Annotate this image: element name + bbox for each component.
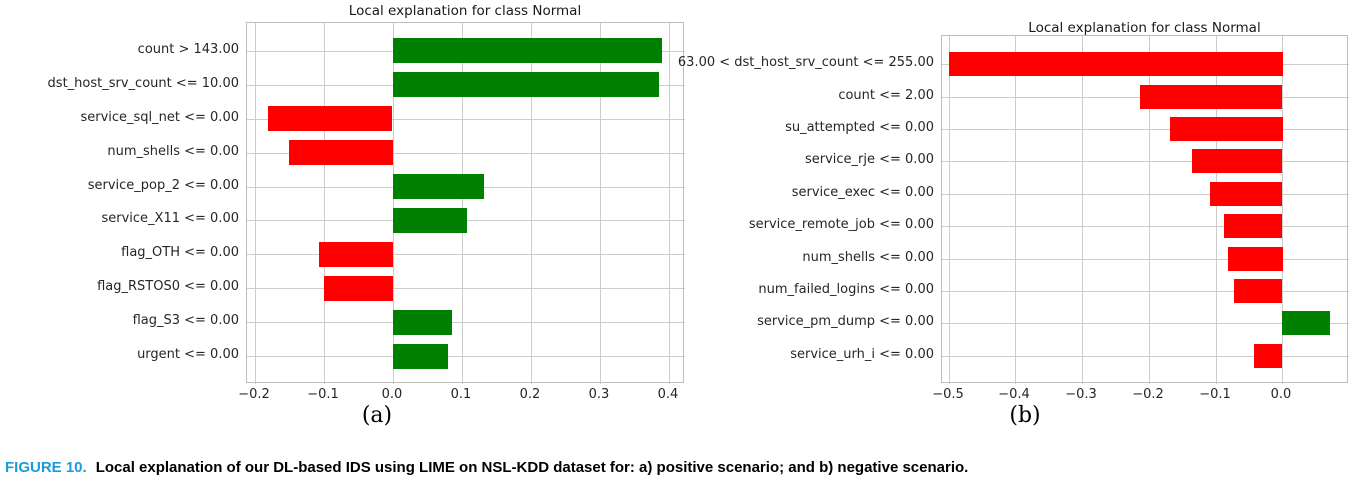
subplot-label-a: (a)	[361, 403, 393, 428]
x-gridline	[1282, 36, 1283, 384]
chart-a-plot-area	[246, 22, 685, 384]
bar-a-2	[268, 106, 392, 131]
y-axis-label: service_sql_net <= 0.00	[80, 110, 239, 125]
y-gridline	[942, 226, 1349, 227]
y-gridline	[247, 119, 685, 120]
x-tick-label: 0.0	[1270, 387, 1292, 402]
bar-a-8	[393, 310, 452, 335]
bar-a-9	[393, 344, 448, 369]
x-tick-label: −0.2	[1132, 387, 1164, 402]
bar-b-3	[1192, 149, 1282, 173]
x-gridline	[949, 36, 950, 384]
y-axis-label: service_urh_i <= 0.00	[790, 347, 934, 362]
y-gridline	[247, 254, 685, 255]
y-gridline	[942, 161, 1349, 162]
figure-caption-label: FIGURE 10.	[5, 459, 87, 476]
y-axis-label: num_failed_logins <= 0.00	[758, 282, 934, 297]
chart-b-title: Local explanation for class Normal	[1028, 20, 1261, 36]
bar-a-3	[289, 140, 393, 165]
y-axis-label: service_X11 <= 0.00	[101, 211, 239, 226]
y-gridline	[942, 356, 1349, 357]
x-tick-label: 0.2	[519, 387, 541, 402]
x-tick-label: −0.3	[1065, 387, 1097, 402]
x-gridline	[1015, 36, 1016, 384]
bar-a-1	[393, 72, 659, 97]
x-gridline	[1216, 36, 1217, 384]
y-axis-label: service_rje <= 0.00	[804, 152, 934, 167]
y-gridline	[942, 291, 1349, 292]
y-gridline	[247, 153, 685, 154]
bar-a-5	[393, 208, 467, 233]
y-axis-label: flag_OTH <= 0.00	[121, 245, 239, 260]
y-axis-label: service_exec <= 0.00	[791, 185, 934, 200]
x-tick-label: 0.3	[588, 387, 610, 402]
bar-b-5	[1224, 214, 1282, 238]
x-gridline	[393, 23, 394, 384]
bar-a-4	[393, 174, 484, 199]
y-axis-label: num_shells <= 0.00	[107, 144, 239, 159]
x-tick-label: −0.4	[998, 387, 1030, 402]
x-gridline	[531, 23, 532, 384]
y-axis-label: count > 143.00	[137, 42, 239, 57]
y-axis-label: urgent <= 0.00	[137, 347, 239, 362]
x-tick-label: −0.2	[238, 387, 270, 402]
x-tick-label: −0.1	[1199, 387, 1231, 402]
x-gridline	[600, 23, 601, 384]
figure-caption: FIGURE 10. Local explanation of our DL-ba…	[5, 459, 1345, 478]
x-tick-label: 0.1	[450, 387, 472, 402]
y-gridline	[942, 323, 1349, 324]
bar-b-9	[1254, 344, 1282, 368]
bar-a-6	[319, 242, 393, 267]
y-axis-label: service_pm_dump <= 0.00	[757, 314, 934, 329]
x-gridline	[1082, 36, 1083, 384]
bar-b-7	[1234, 279, 1282, 303]
subplot-label-b: (b)	[1009, 403, 1041, 428]
x-tick-label: 0.0	[381, 387, 403, 402]
chart-a-title: Local explanation for class Normal	[348, 3, 582, 19]
y-axis-label: service_remote_job <= 0.00	[748, 217, 934, 232]
y-axis-label: service_pop_2 <= 0.00	[87, 178, 239, 193]
y-axis-label: su_attempted <= 0.00	[785, 120, 934, 135]
bar-b-6	[1228, 247, 1283, 271]
y-axis-label: num_shells <= 0.00	[802, 250, 934, 265]
y-gridline	[247, 288, 685, 289]
y-axis-label: count <= 2.00	[838, 88, 934, 103]
x-gridline	[324, 23, 325, 384]
x-tick-label: 0.4	[657, 387, 679, 402]
bar-a-7	[324, 276, 393, 301]
y-axis-label: dst_host_srv_count <= 10.00	[47, 76, 239, 91]
figure-caption-text: Local explanation of our DL-based IDS us…	[95, 459, 969, 476]
x-gridline	[1149, 36, 1150, 384]
bar-b-2	[1170, 117, 1283, 141]
chart-b-plot-area	[941, 35, 1349, 384]
x-tick-label: −0.5	[932, 387, 964, 402]
y-gridline	[942, 259, 1349, 260]
x-gridline	[255, 23, 256, 384]
y-axis-label: flag_S3 <= 0.00	[132, 313, 239, 328]
y-gridline	[942, 194, 1349, 195]
bar-b-0	[949, 52, 1283, 76]
x-gridline	[462, 23, 463, 384]
y-axis-label: 63.00 < dst_host_srv_count <= 255.00	[677, 55, 934, 70]
bar-b-1	[1140, 85, 1282, 109]
bar-b-8	[1282, 311, 1330, 335]
y-axis-label: flag_RSTOS0 <= 0.00	[97, 279, 239, 294]
x-gridline	[669, 23, 670, 384]
y-gridline	[942, 129, 1349, 130]
bar-a-0	[393, 38, 662, 63]
y-gridline	[247, 322, 685, 323]
y-gridline	[247, 356, 685, 357]
bar-b-4	[1210, 182, 1282, 206]
x-tick-label: −0.1	[307, 387, 339, 402]
